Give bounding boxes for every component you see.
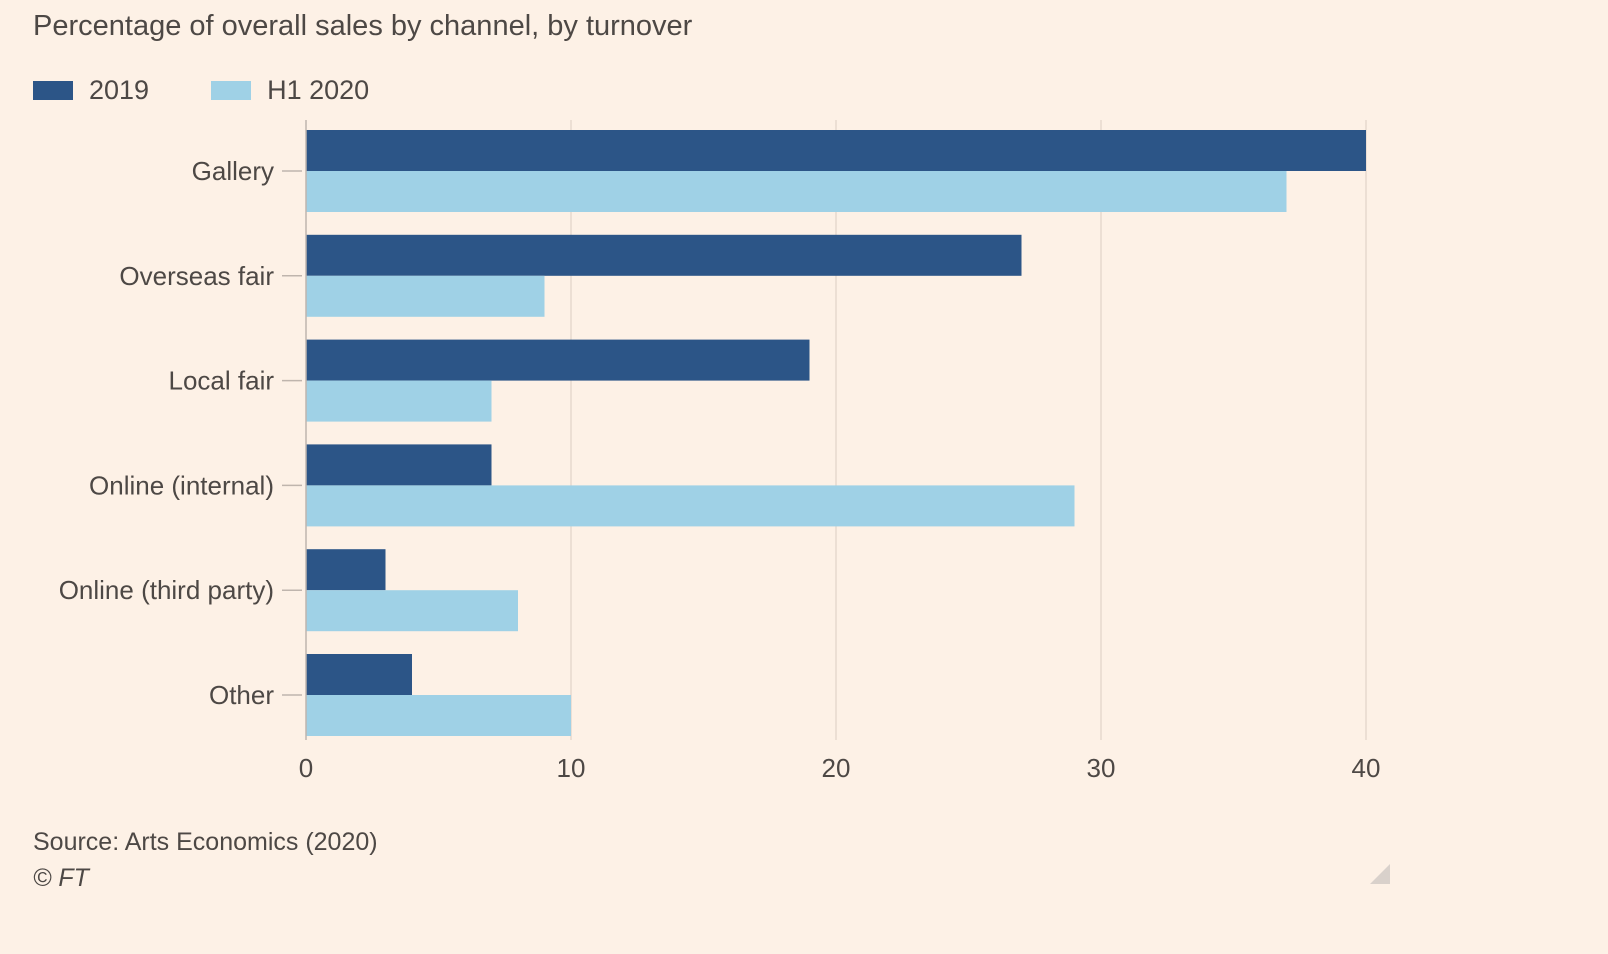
category-label-overseas-fair: Overseas fair bbox=[119, 261, 274, 291]
legend-swatch-2019 bbox=[33, 80, 73, 100]
bar-local-fair-h1-2020 bbox=[306, 380, 492, 422]
category-label-online-internal: Online (internal) bbox=[89, 470, 274, 500]
category-label-gallery: Gallery bbox=[192, 156, 274, 186]
bar-other-2019 bbox=[306, 654, 412, 695]
legend-label-2019: 2019 bbox=[89, 74, 150, 105]
legend-item-2019: 2019 bbox=[33, 75, 149, 106]
bar-online-third-party-2019 bbox=[306, 549, 386, 591]
legend: 2019 H1 2020 bbox=[33, 72, 431, 108]
category-label-local-fair: Local fair bbox=[169, 366, 275, 396]
bar-online-internal-h1-2020 bbox=[306, 485, 1075, 527]
copyright-note: © FT bbox=[33, 864, 89, 892]
bar-gallery-h1-2020 bbox=[306, 171, 1287, 212]
x-tick-label-40: 40 bbox=[1352, 753, 1381, 783]
legend-label-h1-2020: H1 2020 bbox=[267, 74, 370, 105]
category-label-online-third-party: Online (third party) bbox=[59, 575, 274, 605]
x-tick-label-0: 0 bbox=[299, 753, 313, 783]
legend-swatch-h1-2020 bbox=[211, 80, 252, 100]
bar-gallery-2019 bbox=[306, 130, 1366, 171]
x-tick-label-30: 30 bbox=[1087, 753, 1116, 783]
category-label-other: Other bbox=[209, 680, 274, 710]
chart-title: Percentage of overall sales by channel, … bbox=[33, 10, 693, 42]
x-tick-label-10: 10 bbox=[557, 753, 586, 783]
legend-item-h1-2020: H1 2020 bbox=[211, 75, 369, 106]
source-note: Source: Arts Economics (2020) bbox=[33, 828, 378, 856]
x-tick-label-20: 20 bbox=[822, 753, 851, 783]
resize-handle-icon[interactable] bbox=[1370, 864, 1390, 884]
bar-overseas-fair-h1-2020 bbox=[306, 275, 545, 317]
bar-other-h1-2020 bbox=[306, 695, 571, 736]
bar-online-internal-2019 bbox=[306, 444, 492, 486]
bar-local-fair-2019 bbox=[306, 339, 810, 381]
bar-overseas-fair-2019 bbox=[306, 234, 1022, 276]
bar-online-third-party-h1-2020 bbox=[306, 590, 518, 632]
